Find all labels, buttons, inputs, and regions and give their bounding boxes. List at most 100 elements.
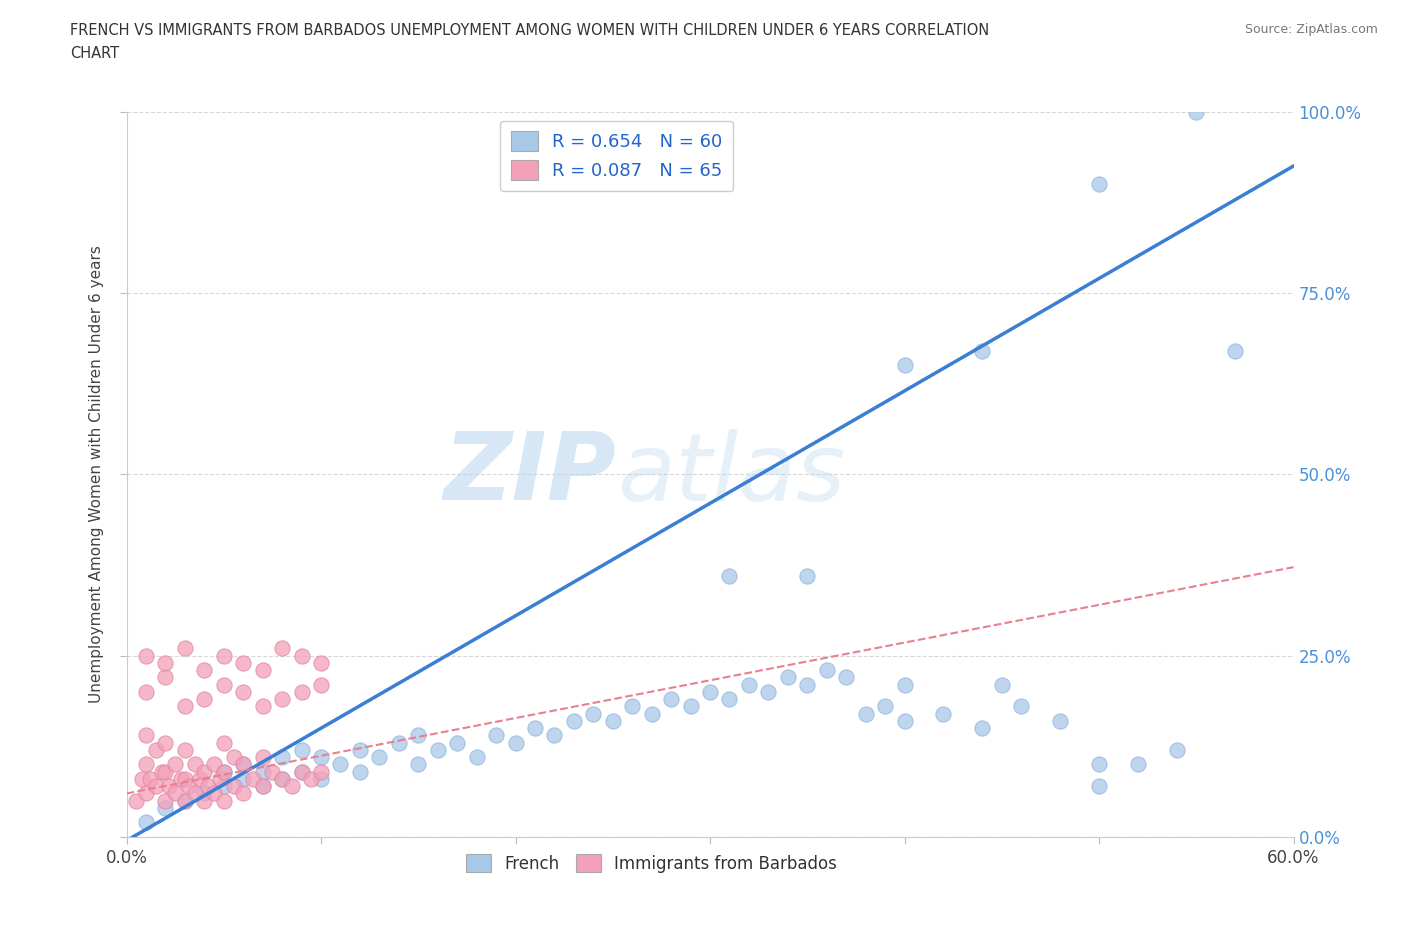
Point <box>212 793 235 808</box>
Text: CHART: CHART <box>70 46 120 61</box>
Point <box>174 772 197 787</box>
Point <box>155 801 177 816</box>
Point <box>1223 343 1246 358</box>
Point <box>252 699 274 714</box>
Point <box>202 786 225 801</box>
Point <box>659 692 682 707</box>
Point <box>281 778 304 793</box>
Point <box>349 764 371 779</box>
Point <box>242 772 264 787</box>
Point <box>408 728 430 743</box>
Point <box>155 793 177 808</box>
Point <box>174 793 197 808</box>
Point <box>1088 778 1111 793</box>
Point <box>174 641 197 656</box>
Point <box>408 757 430 772</box>
Point <box>208 772 231 787</box>
Point <box>271 772 294 787</box>
Point <box>1049 713 1071 728</box>
Point <box>465 750 488 764</box>
Point <box>131 772 153 787</box>
Point <box>446 736 468 751</box>
Point <box>1088 177 1111 192</box>
Point <box>309 656 332 671</box>
Point <box>135 786 157 801</box>
Point <box>972 343 994 358</box>
Point <box>1185 104 1208 119</box>
Point <box>135 815 157 830</box>
Point <box>990 677 1012 692</box>
Point <box>135 728 157 743</box>
Legend: French, Immigrants from Barbados: French, Immigrants from Barbados <box>460 847 844 880</box>
Point <box>202 757 225 772</box>
Point <box>174 699 197 714</box>
Point <box>835 670 858 684</box>
Point <box>485 728 508 743</box>
Point <box>349 742 371 757</box>
Point <box>232 772 254 787</box>
Point <box>290 764 312 779</box>
Point <box>165 757 187 772</box>
Point <box>309 764 332 779</box>
Point <box>756 684 779 699</box>
Point <box>190 772 212 787</box>
Point <box>212 764 235 779</box>
Point <box>174 793 197 808</box>
Point <box>641 706 664 721</box>
Point <box>232 786 254 801</box>
Point <box>165 786 187 801</box>
Point <box>796 677 818 692</box>
Point <box>582 706 605 721</box>
Point <box>271 772 294 787</box>
Text: Source: ZipAtlas.com: Source: ZipAtlas.com <box>1244 23 1378 36</box>
Point <box>815 663 838 678</box>
Point <box>290 684 312 699</box>
Point <box>183 757 205 772</box>
Point <box>174 742 197 757</box>
Point <box>562 713 585 728</box>
Point <box>893 677 915 692</box>
Point <box>193 793 215 808</box>
Text: atlas: atlas <box>617 429 845 520</box>
Point <box>309 772 332 787</box>
Point <box>135 648 157 663</box>
Point <box>1166 742 1188 757</box>
Point <box>232 757 254 772</box>
Point <box>222 750 245 764</box>
Point <box>679 699 702 714</box>
Point <box>252 750 274 764</box>
Point <box>271 692 294 707</box>
Point <box>776 670 799 684</box>
Point <box>875 699 897 714</box>
Point <box>150 764 173 779</box>
Point <box>699 684 721 699</box>
Point <box>252 663 274 678</box>
Point <box>329 757 352 772</box>
Point <box>170 772 193 787</box>
Point <box>1088 757 1111 772</box>
Point <box>1010 699 1032 714</box>
Point <box>193 786 215 801</box>
Point <box>157 778 180 793</box>
Point <box>290 648 312 663</box>
Point <box>212 778 235 793</box>
Y-axis label: Unemployment Among Women with Children Under 6 years: Unemployment Among Women with Children U… <box>89 246 104 703</box>
Point <box>155 670 177 684</box>
Text: ZIP: ZIP <box>444 429 617 520</box>
Point <box>368 750 391 764</box>
Point <box>155 764 177 779</box>
Point <box>155 656 177 671</box>
Point <box>796 568 818 583</box>
Point <box>252 778 274 793</box>
Point <box>1126 757 1149 772</box>
Point <box>290 742 312 757</box>
Point <box>193 692 215 707</box>
Point <box>145 742 167 757</box>
Point <box>212 648 235 663</box>
Point <box>309 677 332 692</box>
Point <box>125 793 148 808</box>
Point <box>271 750 294 764</box>
Point <box>299 772 322 787</box>
Point <box>972 721 994 736</box>
Point <box>193 663 215 678</box>
